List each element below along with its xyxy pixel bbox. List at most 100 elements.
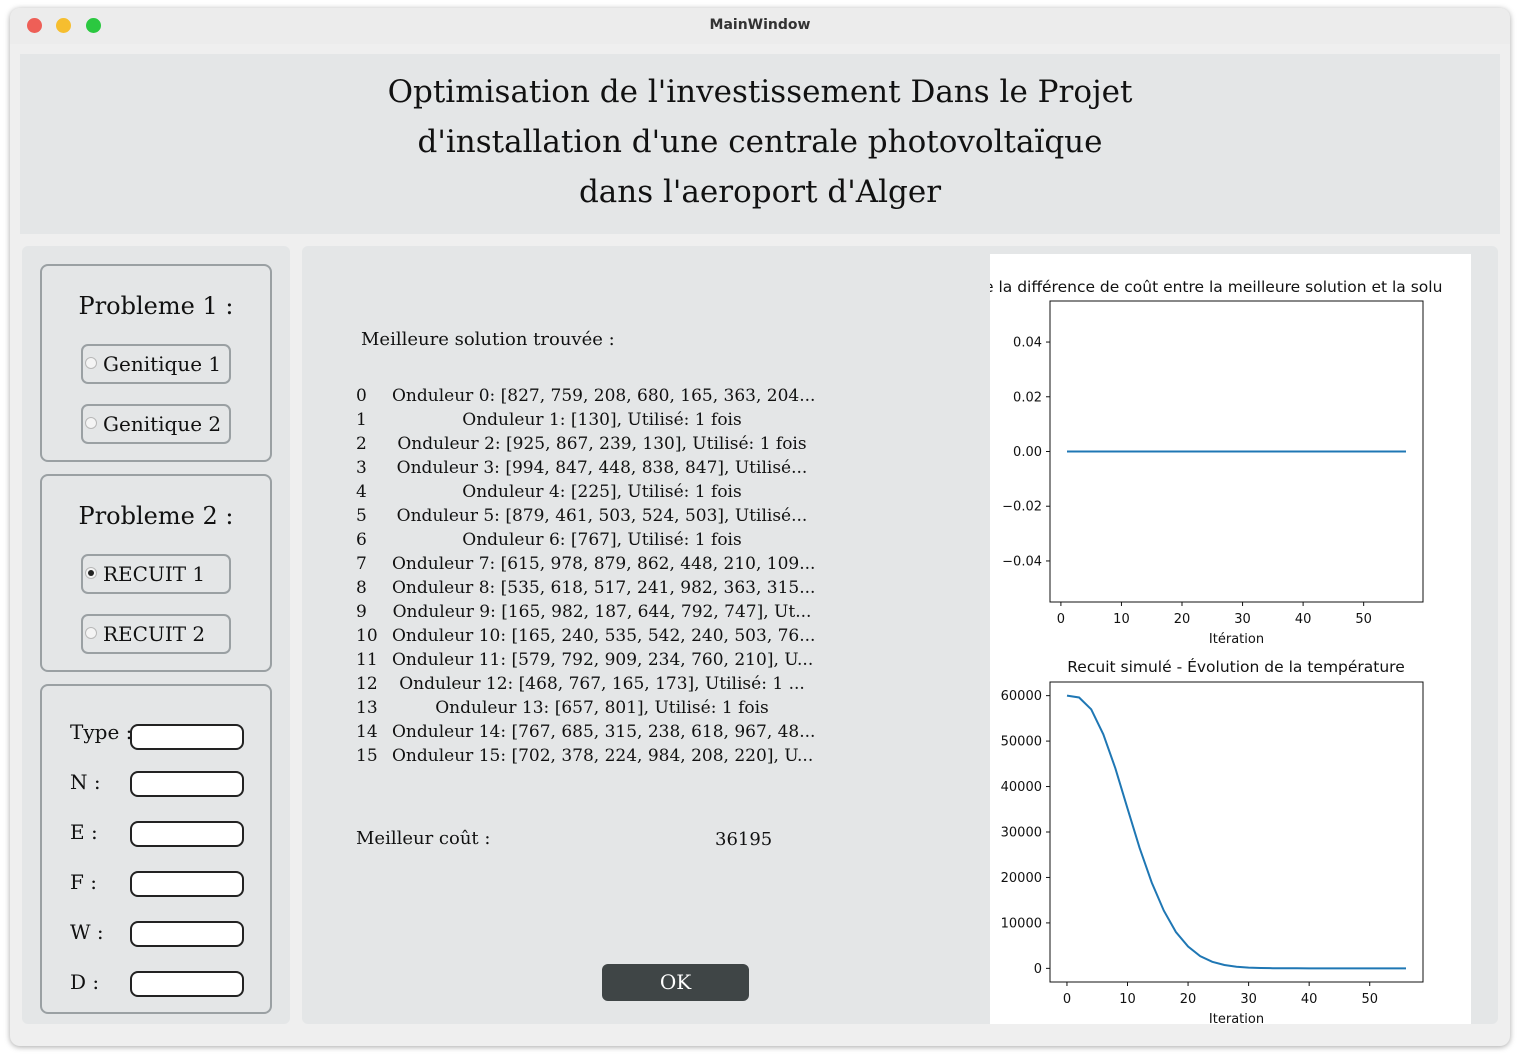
best-solution-label: Meilleure solution trouvée : <box>361 329 615 350</box>
f-input[interactable] <box>130 871 244 897</box>
row-index: 15 <box>356 746 378 766</box>
row-text: Onduleur 6: [767], Utilisé: 1 fois <box>462 530 742 550</box>
best-cost-value: 36195 <box>715 829 773 850</box>
row-index: 14 <box>356 722 378 742</box>
radio-recuit-2[interactable]: RECUIT 2 <box>81 614 231 654</box>
row-index: 13 <box>356 698 378 718</box>
row-text: Onduleur 7: [615, 978, 879, 862, 448, 21… <box>392 554 816 574</box>
e-input[interactable] <box>130 821 244 847</box>
problem-1-title: Probleme 1 : <box>78 292 234 320</box>
row-index: 9 <box>356 602 367 622</box>
radio-label: Genitique 1 <box>103 352 222 376</box>
left-panel: Probleme 1 : Genitique 1 Genitique 2 Pro… <box>22 246 290 1024</box>
solution-list[interactable]: 0 Onduleur 0: [827, 759, 208, 680, 165, 3… <box>352 384 942 767</box>
close-window-button[interactable] <box>27 18 42 33</box>
list-item[interactable]: 1 Onduleur 1: [130], Utilisé: 1 fois <box>352 408 942 432</box>
w-input[interactable] <box>130 921 244 947</box>
d-input[interactable] <box>130 971 244 997</box>
x-tick-label: 40 <box>1301 992 1318 1007</box>
row-index: 10 <box>356 626 378 646</box>
list-item[interactable]: 9 Onduleur 9: [165, 982, 187, 644, 792, 7… <box>352 600 942 624</box>
row-index: 12 <box>356 674 378 694</box>
list-item[interactable]: 2 Onduleur 2: [925, 867, 239, 130], Utili… <box>352 432 942 456</box>
problem-1-group: Probleme 1 : Genitique 1 Genitique 2 <box>40 264 272 462</box>
type-input[interactable] <box>130 724 244 750</box>
list-item[interactable]: 5 Onduleur 5: [879, 461, 503, 524, 503], … <box>352 504 942 528</box>
main-panel: Meilleure solution trouvée : 0 Onduleur 0… <box>302 246 1498 1024</box>
list-item[interactable]: 12 Onduleur 12: [468, 767, 165, 173], Uti… <box>352 672 942 696</box>
list-item[interactable]: 3 Onduleur 3: [994, 847, 448, 838, 847], … <box>352 456 942 480</box>
plots-area: e la différence de coût entre la meilleu… <box>990 254 1471 1024</box>
x-tick-label: 10 <box>1119 992 1136 1007</box>
row-text: Onduleur 3: [994, 847, 448, 838, 847], U… <box>396 458 808 478</box>
x-tick-label: 50 <box>1355 612 1372 627</box>
row-index: 8 <box>356 578 367 598</box>
row-index: 2 <box>356 434 367 454</box>
list-item[interactable]: 14 Onduleur 14: [767, 685, 315, 238, 618,… <box>352 720 942 744</box>
x-tick-label: 10 <box>1113 612 1130 627</box>
row-text: Onduleur 5: [879, 461, 503, 524, 503], U… <box>396 506 808 526</box>
x-tick-label: 30 <box>1240 992 1257 1007</box>
x-tick-label: 0 <box>1057 612 1065 627</box>
row-text: Onduleur 12: [468, 767, 165, 173], Utili… <box>399 674 805 694</box>
y-tick-label: 30000 <box>1001 826 1042 841</box>
y-tick-label: 60000 <box>1001 689 1042 704</box>
list-item[interactable]: 8 Onduleur 8: [535, 618, 517, 241, 982, 3… <box>352 576 942 600</box>
x-tick-label: 40 <box>1295 612 1312 627</box>
y-tick-label: 0.04 <box>1013 336 1042 351</box>
row-index: 4 <box>356 482 367 502</box>
w-label: W : <box>70 920 104 944</box>
x-axis-label: Iteration <box>1209 1012 1264 1024</box>
list-item[interactable]: 6 Onduleur 6: [767], Utilisé: 1 fois <box>352 528 942 552</box>
chart-frame <box>1049 681 1424 983</box>
y-tick-label: 10000 <box>1001 916 1042 931</box>
row-text: Onduleur 14: [767, 685, 315, 238, 618, 9… <box>392 722 816 742</box>
row-text: Onduleur 2: [925, 867, 239, 130], Utilis… <box>397 434 807 454</box>
y-tick-label: 0.00 <box>1013 445 1042 460</box>
list-item[interactable]: 0 Onduleur 0: [827, 759, 208, 680, 165, 3… <box>352 384 942 408</box>
row-index: 7 <box>356 554 367 574</box>
n-input[interactable] <box>130 771 244 797</box>
list-item[interactable]: 10 Onduleur 10: [165, 240, 535, 542, 240,… <box>352 624 942 648</box>
y-tick-label: 0 <box>1034 962 1042 977</box>
header-title-line-1: Optimisation de l'investissement Dans le… <box>387 74 1133 110</box>
radio-label: RECUIT 2 <box>103 622 206 646</box>
row-index: 1 <box>356 410 367 430</box>
y-tick-label: 0.02 <box>1013 390 1042 405</box>
parameters-group: Type : N : E : F : W : D : <box>40 684 272 1014</box>
maximize-window-button[interactable] <box>86 18 101 33</box>
minimize-window-button[interactable] <box>56 18 71 33</box>
radio-recuit-1[interactable]: RECUIT 1 <box>81 554 231 594</box>
list-item[interactable]: 11 Onduleur 11: [579, 792, 909, 234, 760,… <box>352 648 942 672</box>
row-text: Onduleur 13: [657, 801], Utilisé: 1 fois <box>435 698 769 718</box>
row-text: Onduleur 15: [702, 378, 224, 984, 208, 2… <box>392 746 814 766</box>
y-tick-label: −0.04 <box>1002 554 1042 569</box>
series-line <box>1066 694 1406 970</box>
radio-selected-indicator-icon <box>85 567 97 579</box>
e-label: E : <box>70 820 98 844</box>
row-text: Onduleur 10: [165, 240, 535, 542, 240, 5… <box>392 626 816 646</box>
row-index: 11 <box>356 650 378 670</box>
list-item[interactable]: 15 Onduleur 15: [702, 378, 224, 984, 208,… <box>352 744 942 767</box>
radio-genitique-2[interactable]: Genitique 2 <box>81 404 231 444</box>
plots-svg: e la différence de coût entre la meilleu… <box>990 278 1442 1024</box>
x-tick-label: 20 <box>1180 992 1197 1007</box>
radio-indicator-icon <box>85 627 97 639</box>
row-text: Onduleur 1: [130], Utilisé: 1 fois <box>462 410 742 430</box>
list-item[interactable]: 7 Onduleur 7: [615, 978, 879, 862, 448, 2… <box>352 552 942 576</box>
x-tick-label: 30 <box>1234 612 1251 627</box>
chart-title: Recuit simulé - Évolution de la températ… <box>1067 657 1405 676</box>
radio-genitique-1[interactable]: Genitique 1 <box>81 344 231 384</box>
radio-indicator-icon <box>85 357 97 369</box>
problem-2-group: Probleme 2 : RECUIT 1 RECUIT 2 <box>40 474 272 672</box>
row-text: Onduleur 0: [827, 759, 208, 680, 165, 36… <box>392 386 816 406</box>
list-item[interactable]: 13 Onduleur 13: [657, 801], Utilisé: 1 fo… <box>352 696 942 720</box>
best-cost-label: Meilleur coût : <box>356 828 491 849</box>
f-label: F : <box>70 870 97 894</box>
list-item[interactable]: 4 Onduleur 4: [225], Utilisé: 1 fois <box>352 480 942 504</box>
x-tick-label: 50 <box>1361 992 1378 1007</box>
row-index: 3 <box>356 458 367 478</box>
ok-button[interactable]: OK <box>602 964 749 1001</box>
row-text: Onduleur 4: [225], Utilisé: 1 fois <box>462 482 742 502</box>
problem-2-title: Probleme 2 : <box>78 502 234 530</box>
